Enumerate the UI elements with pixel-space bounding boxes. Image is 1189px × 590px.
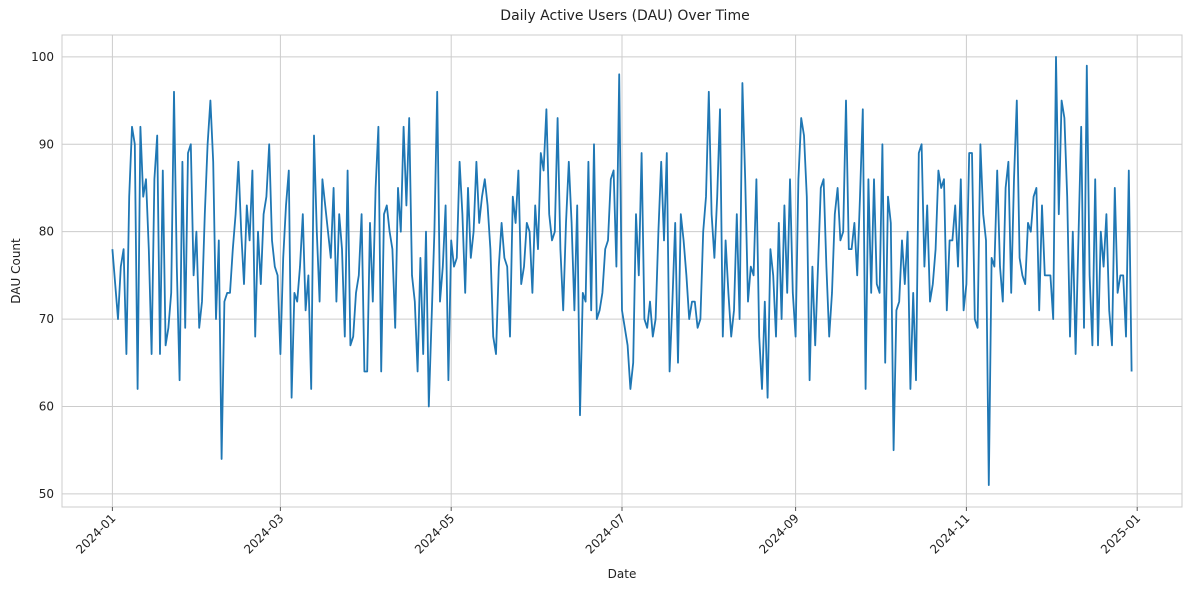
grid [62, 35, 1182, 507]
y-tick-label: 50 [39, 487, 54, 501]
y-tick-label: 90 [39, 137, 54, 151]
x-tick-label: 2024-09 [756, 511, 801, 556]
x-axis-label: Date [608, 567, 637, 581]
x-tick-label: 2024-01 [73, 511, 118, 556]
y-tick-label: 70 [39, 312, 54, 326]
x-tick-label: 2025-01 [1098, 511, 1143, 556]
x-tick-label: 2024-07 [583, 511, 628, 556]
chart-title: Daily Active Users (DAU) Over Time [500, 8, 749, 24]
x-tick-label: 2024-05 [412, 511, 457, 556]
series-line-dau [111, 55, 1133, 487]
y-axis-label: DAU Count [9, 238, 23, 304]
y-tick-label: 80 [39, 225, 54, 239]
x-tick-label: 2024-11 [927, 511, 972, 556]
y-tick-label: 100 [31, 50, 54, 64]
y-tick-label: 60 [39, 399, 54, 413]
x-tick-label: 2024-03 [241, 511, 286, 556]
